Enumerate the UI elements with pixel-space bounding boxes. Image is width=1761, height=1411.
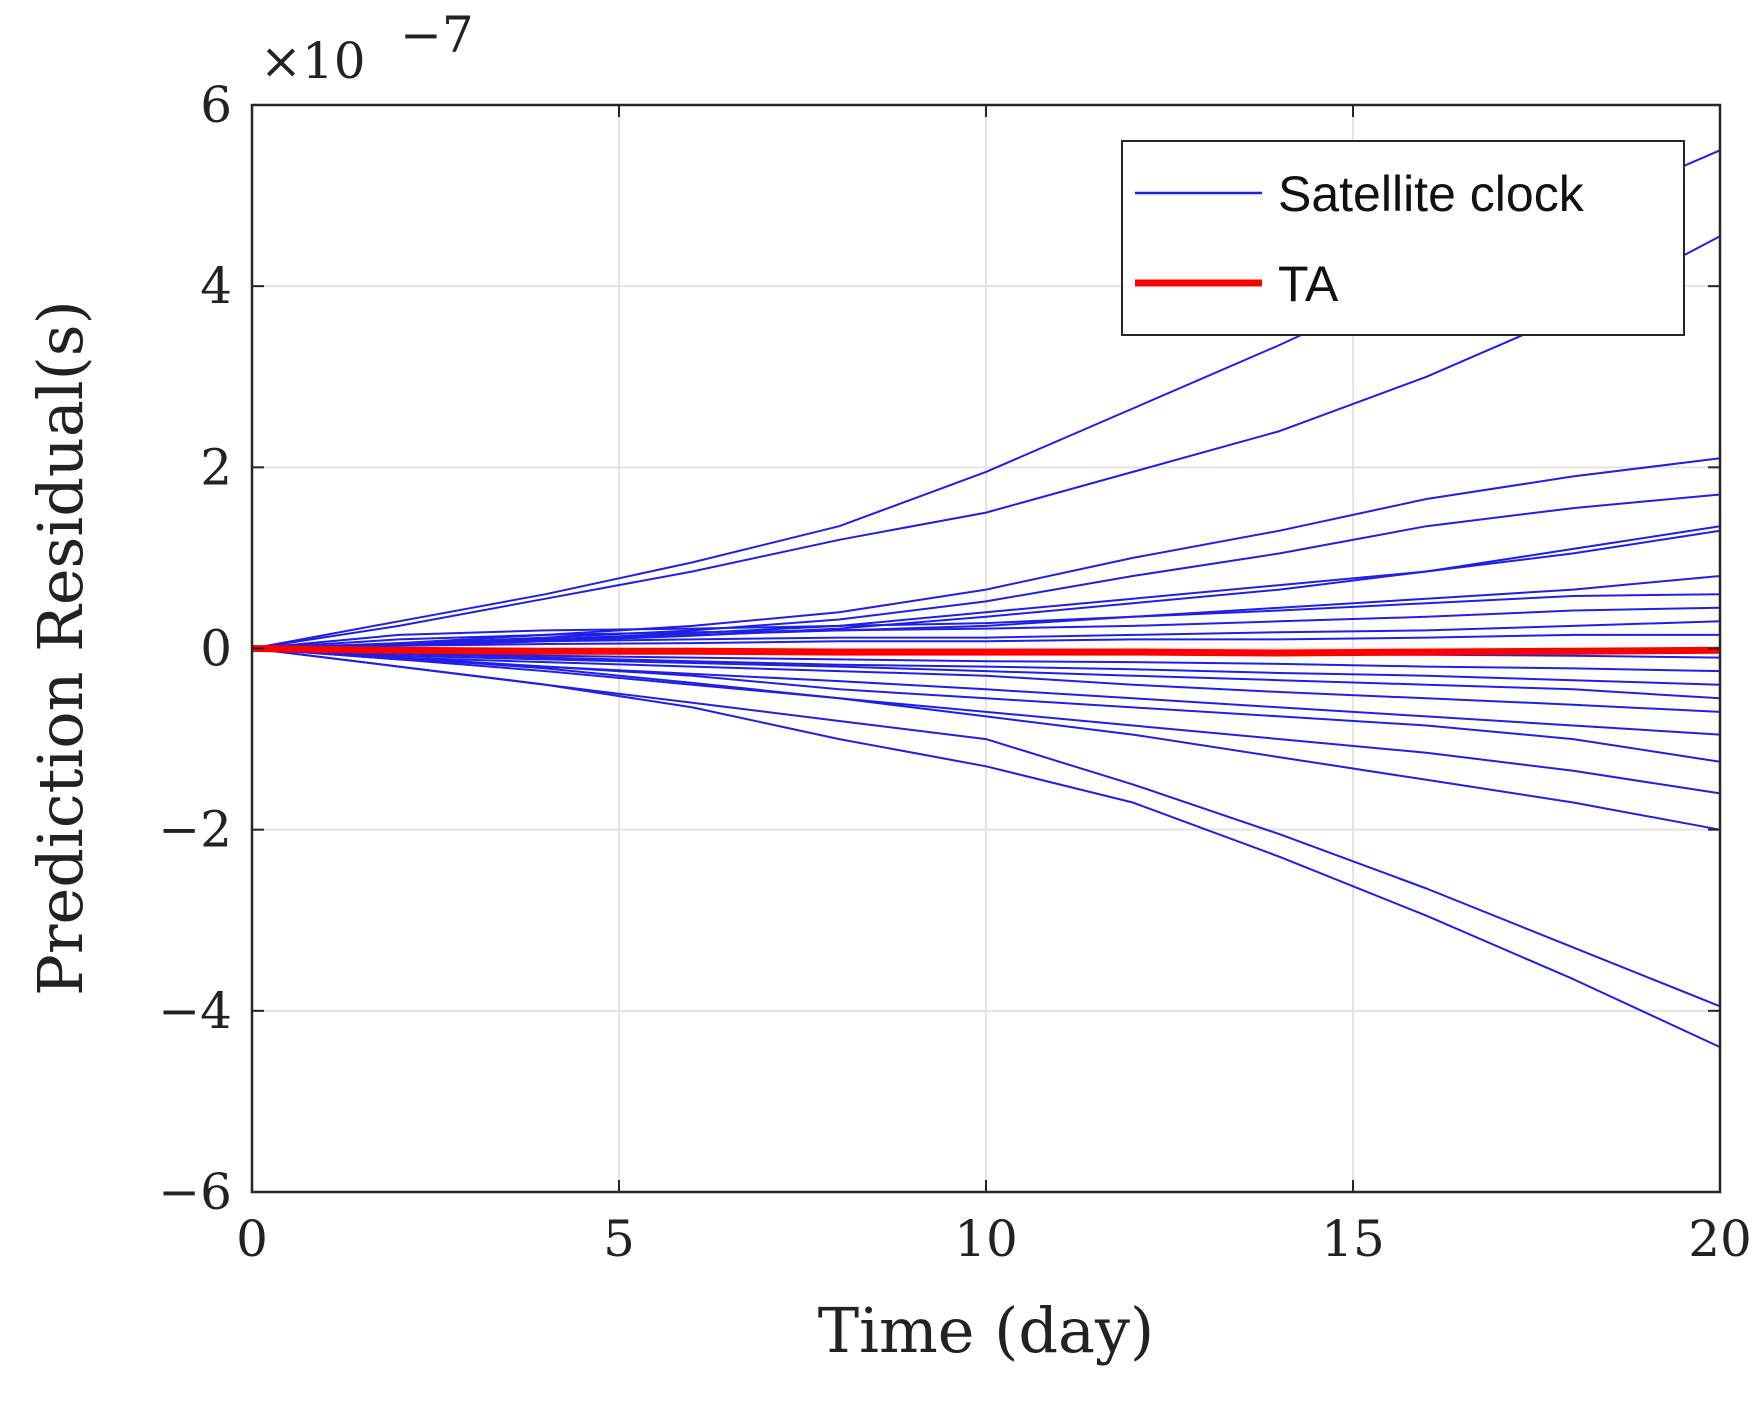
series-line-satellite-clock bbox=[251, 606, 1721, 650]
series-line-satellite-clock bbox=[251, 647, 1721, 700]
series-line-satellite-clock bbox=[251, 647, 1721, 763]
series-line-satellite-clock bbox=[251, 575, 1721, 650]
series-line-satellite-clock bbox=[251, 647, 1721, 673]
x-tick-label: 20 bbox=[1688, 1210, 1752, 1268]
series-line-satellite-clock bbox=[251, 493, 1721, 650]
series-line-satellite-clock bbox=[251, 647, 1721, 713]
x-tick-label: 0 bbox=[236, 1210, 268, 1268]
series-line-satellite-clock bbox=[251, 235, 1721, 650]
series-line-satellite-clock bbox=[251, 633, 1720, 650]
y-tick-label: −2 bbox=[158, 801, 232, 859]
y-tick-label: 4 bbox=[200, 257, 232, 315]
x-axis-title: Time (day) bbox=[818, 1294, 1154, 1367]
y-exponent-power: −7 bbox=[400, 6, 474, 64]
series-line-satellite-clock bbox=[251, 647, 1721, 686]
legend-label-ta: TA bbox=[1278, 256, 1339, 312]
series-line-satellite-clock bbox=[251, 647, 1721, 795]
series-line-ta bbox=[251, 645, 1721, 657]
y-tick-label: −4 bbox=[158, 982, 232, 1040]
ticks: 0 5 10 15 20 −6 −4 −2 0 2 4 6 bbox=[158, 76, 1752, 1268]
legend: Satellite clock TA bbox=[1121, 140, 1685, 336]
y-tick-label: 2 bbox=[200, 438, 232, 496]
y-exponent-base: ×10 bbox=[260, 32, 366, 90]
x-tick-label: 10 bbox=[954, 1210, 1018, 1268]
y-tick-label: −6 bbox=[158, 1163, 232, 1221]
series-layer bbox=[251, 149, 1721, 1049]
legend-label-satellite-clock: Satellite clock bbox=[1278, 166, 1585, 222]
series-line-satellite-clock bbox=[251, 620, 1721, 650]
y-axis-title: Prediction Residual(s) bbox=[24, 300, 97, 996]
series-line-satellite-clock bbox=[251, 593, 1721, 650]
x-tick-label: 15 bbox=[1321, 1210, 1385, 1268]
y-tick-label: 6 bbox=[200, 76, 232, 134]
series-line-satellite-clock bbox=[251, 647, 1721, 1049]
legend-box bbox=[1121, 140, 1685, 336]
series-line-satellite-clock bbox=[251, 457, 1721, 650]
series-line-satellite-clock bbox=[251, 647, 1721, 831]
x-tick-label: 5 bbox=[603, 1210, 635, 1268]
y-tick-label: 0 bbox=[200, 620, 232, 678]
